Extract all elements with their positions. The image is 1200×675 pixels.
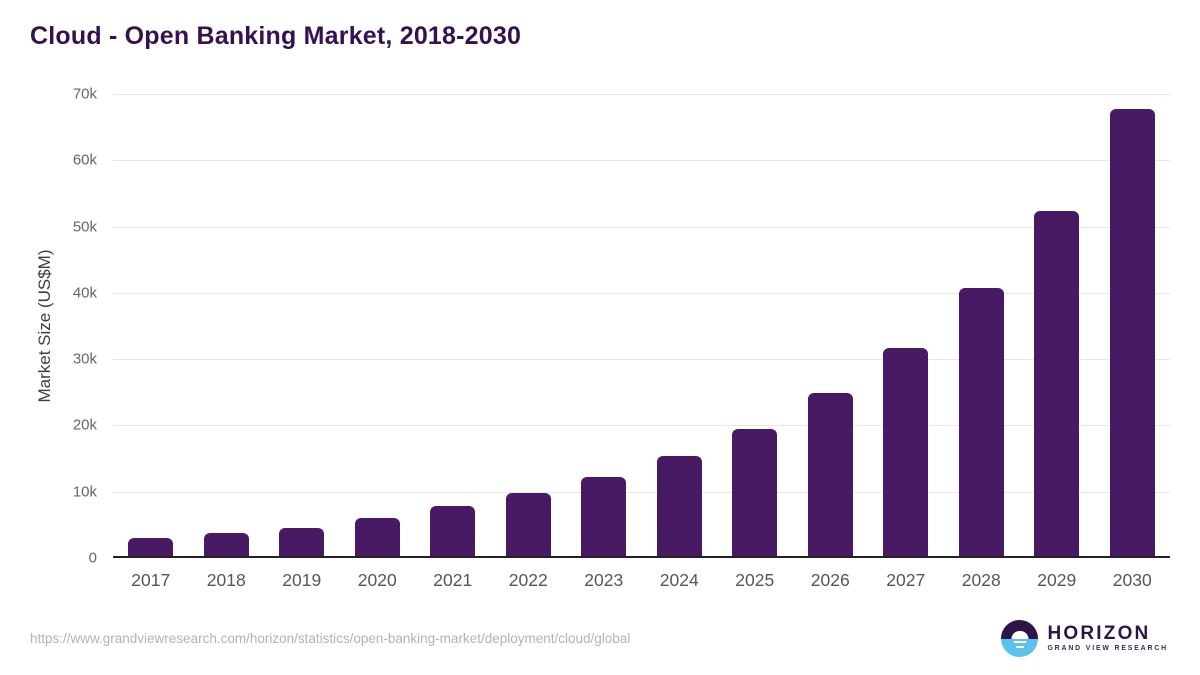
plot-area: 0 10k 20k 30k 40k 50k 60k 70k 2017 2018 2019 2020 20… <box>73 86 1170 590</box>
x-tick-label-2021: 2021 <box>433 570 473 590</box>
bar-2025 <box>732 428 778 556</box>
logo-sun-icon <box>1011 630 1029 639</box>
y-tick-label-10k: 10k <box>72 483 97 501</box>
x-tick-label-2025: 2025 <box>735 570 775 590</box>
chart-title: Cloud - Open Banking Market, 2018-2030 <box>30 22 522 50</box>
bar-2026 <box>807 392 853 556</box>
bar-2020 <box>354 518 400 556</box>
bar-2021 <box>430 506 476 556</box>
bar-2028 <box>958 288 1004 556</box>
x-tick-label-2026: 2026 <box>810 570 850 590</box>
bar-2017 <box>128 538 174 556</box>
x-tick-label-2027: 2027 <box>886 570 926 590</box>
y-tick-label-20k: 20k <box>72 416 97 434</box>
bar-2022 <box>505 493 551 556</box>
x-tick-label-2017: 2017 <box>131 570 171 590</box>
gridline-40k <box>113 292 1170 294</box>
gridline-60k <box>113 160 1170 162</box>
x-tick-label-2022: 2022 <box>508 570 548 590</box>
bar-2030 <box>1109 109 1155 556</box>
gridline-30k <box>113 359 1170 361</box>
bar-2018 <box>203 533 249 556</box>
horizon-logo: HORIZON GRAND VIEW RESEARCH <box>1001 620 1168 657</box>
x-tick-label-2023: 2023 <box>584 570 624 590</box>
y-tick-label-70k: 70k <box>72 85 97 103</box>
y-tick-label-50k: 50k <box>72 218 97 236</box>
logo-text: HORIZON GRAND VIEW RESEARCH <box>1047 624 1168 653</box>
gridline-10k <box>113 491 1170 493</box>
gridline-20k <box>113 425 1170 427</box>
y-tick-label-40k: 40k <box>72 284 97 302</box>
y-tick-label-30k: 30k <box>72 350 97 368</box>
x-tick-label-2018: 2018 <box>206 570 246 590</box>
x-tick-label-2024: 2024 <box>659 570 699 590</box>
bar-2023 <box>581 477 627 556</box>
gridline-70k <box>113 94 1170 95</box>
logo-reflection-line <box>1015 645 1024 649</box>
logo-reflection-line <box>1013 640 1027 644</box>
y-axis-title: Market Size (US$M) <box>35 249 54 403</box>
y-tick-label-0: 0 <box>88 549 97 567</box>
logo-wordmark: HORIZON <box>1047 623 1151 645</box>
x-tick-label-2030: 2030 <box>1112 570 1152 590</box>
bar-2027 <box>883 347 929 556</box>
x-tick-label-2029: 2029 <box>1037 570 1077 590</box>
bar-2019 <box>279 527 325 556</box>
y-tick-label-60k: 60k <box>72 151 97 169</box>
logo-tagline: GRAND VIEW RESEARCH <box>1047 645 1168 653</box>
gridline-50k <box>113 226 1170 228</box>
bar-2024 <box>656 455 702 556</box>
horizon-sun-circle-icon <box>1001 620 1039 657</box>
logo-sky-half <box>1001 620 1039 639</box>
x-tick-label-2028: 2028 <box>961 570 1001 590</box>
bar-2029 <box>1034 210 1080 556</box>
source-url: https://www.grandviewresearch.com/horizo… <box>30 631 631 646</box>
x-tick-label-2019: 2019 <box>282 570 322 590</box>
x-tick-label-2020: 2020 <box>357 570 397 590</box>
